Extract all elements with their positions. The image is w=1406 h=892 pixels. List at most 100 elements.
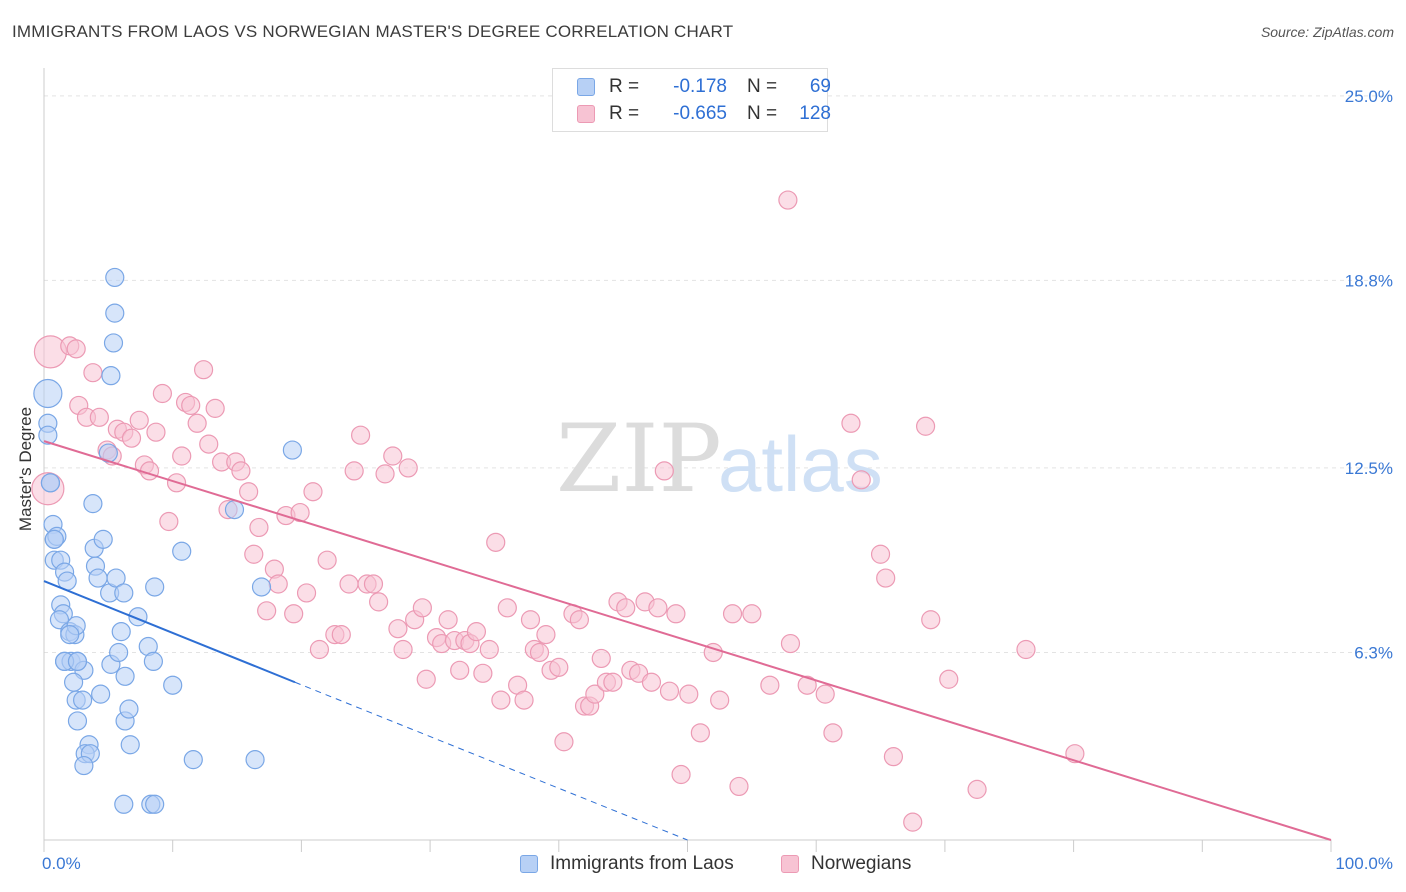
norwegians-point — [231, 461, 251, 481]
norwegians-point — [710, 690, 730, 710]
norwegians-point — [473, 663, 493, 683]
norwegians-trend-line — [43, 440, 1332, 841]
y-tick-label: 12.5% — [1345, 459, 1393, 478]
norwegians-point — [690, 723, 710, 743]
laos-trend-line-extension — [294, 681, 688, 841]
laos-point — [101, 366, 121, 386]
laos-point — [74, 755, 94, 776]
tick-labels: 6.3% 12.5% 18.8% 25.0% 0.0% 100.0% — [42, 87, 1393, 873]
laos-swatch — [577, 78, 595, 96]
norwegians-point — [778, 190, 798, 210]
norwegians-point — [497, 598, 517, 618]
norwegians-point — [146, 422, 166, 442]
norwegians-point — [172, 446, 192, 466]
norwegians-point — [554, 732, 574, 752]
legend-n-value: 69 — [809, 76, 831, 97]
legend-r-label: R = — [609, 76, 640, 97]
norwegians-point — [296, 583, 317, 603]
x-tick-label: 0.0% — [42, 854, 81, 873]
bottom-legend-laos-label: Immigrants from Laos — [550, 853, 734, 874]
laos-point — [73, 690, 93, 710]
norwegians-point — [939, 669, 959, 689]
norwegians-point — [654, 461, 674, 481]
norwegians-point — [290, 502, 310, 523]
norwegians-point — [921, 610, 941, 630]
norwegians-point — [351, 425, 371, 445]
laos-point — [105, 267, 125, 288]
bottom-legend-norwegians: Norwegians — [781, 852, 911, 876]
norwegians-point — [536, 625, 556, 645]
norwegians-point — [199, 434, 219, 454]
norwegians-point — [438, 610, 458, 630]
norwegians-point — [520, 610, 541, 630]
norwegians-point — [284, 604, 304, 624]
norwegians-point — [129, 410, 149, 430]
legend-r-value: -0.178 — [673, 76, 727, 97]
norwegians-point — [679, 684, 699, 704]
norwegians-point — [903, 812, 923, 832]
laos-point — [40, 473, 61, 493]
norwegians-point — [671, 764, 691, 785]
norwegians-point — [585, 684, 605, 704]
laos-point — [109, 642, 129, 663]
norwegians-point — [666, 604, 686, 624]
norwegians-point — [491, 690, 511, 710]
norwegians-point — [268, 574, 288, 594]
source-label: Source: ZipAtlas.com — [1260, 24, 1394, 40]
norwegians-point — [450, 660, 470, 680]
y-tick-label: 6.3% — [1354, 643, 1393, 662]
gridlines — [44, 95, 1393, 653]
x-tick-label: 100.0% — [1335, 854, 1393, 873]
norwegians-point — [239, 482, 259, 502]
laos-point — [106, 568, 126, 588]
watermark-zip: ZIP — [556, 405, 722, 514]
laos-point — [145, 577, 165, 597]
legend-n-label: N = — [747, 103, 778, 124]
norwegians-point — [967, 779, 987, 799]
norwegians-point — [529, 642, 550, 663]
norwegians-point — [363, 574, 384, 594]
legend-n-label: N = — [747, 76, 778, 97]
legend-row-laos: R = -0.178 N = 69 — [577, 75, 831, 99]
norwegians-point — [549, 657, 569, 677]
laos-trend-line — [43, 580, 296, 684]
laos-point — [145, 794, 165, 814]
legend-r-value: -0.665 — [673, 103, 727, 124]
laos-point — [93, 529, 113, 549]
norwegians-point — [181, 395, 201, 416]
laos-point — [120, 735, 140, 755]
norwegians-point — [729, 776, 749, 797]
norwegians-point — [309, 639, 330, 660]
norwegians-point — [742, 604, 762, 624]
norwegians-swatch — [781, 855, 799, 873]
norwegians-point — [33, 335, 68, 369]
norwegians-point — [815, 684, 835, 704]
correlation-legend: R = -0.178 N = 69 R = -0.665 N = 128 — [552, 68, 831, 132]
laos-point — [163, 675, 183, 695]
laos-point — [60, 625, 80, 645]
norwegians-point — [1065, 744, 1085, 764]
laos-point — [114, 794, 134, 814]
norwegians-point — [659, 681, 680, 701]
laos-point — [38, 425, 58, 445]
laos-point — [67, 651, 88, 672]
laos-point — [33, 378, 63, 409]
trend-lines — [43, 440, 1332, 841]
norwegians-point — [870, 544, 891, 564]
norwegians-swatch — [577, 105, 595, 123]
norwegians-point — [641, 672, 662, 692]
y-axis-label: Master's Degree — [16, 406, 35, 532]
norwegians-point — [479, 639, 499, 660]
laos-point — [103, 333, 124, 353]
norwegians-point — [486, 532, 506, 552]
norwegians-point — [205, 398, 225, 418]
norwegians-point — [569, 610, 589, 630]
norwegians-point — [244, 544, 264, 564]
norwegians-point — [591, 648, 611, 669]
laos-point — [91, 684, 111, 704]
laos-point — [114, 583, 134, 603]
laos-point — [105, 303, 125, 323]
laos-point — [183, 750, 203, 770]
laos-point — [67, 711, 88, 731]
